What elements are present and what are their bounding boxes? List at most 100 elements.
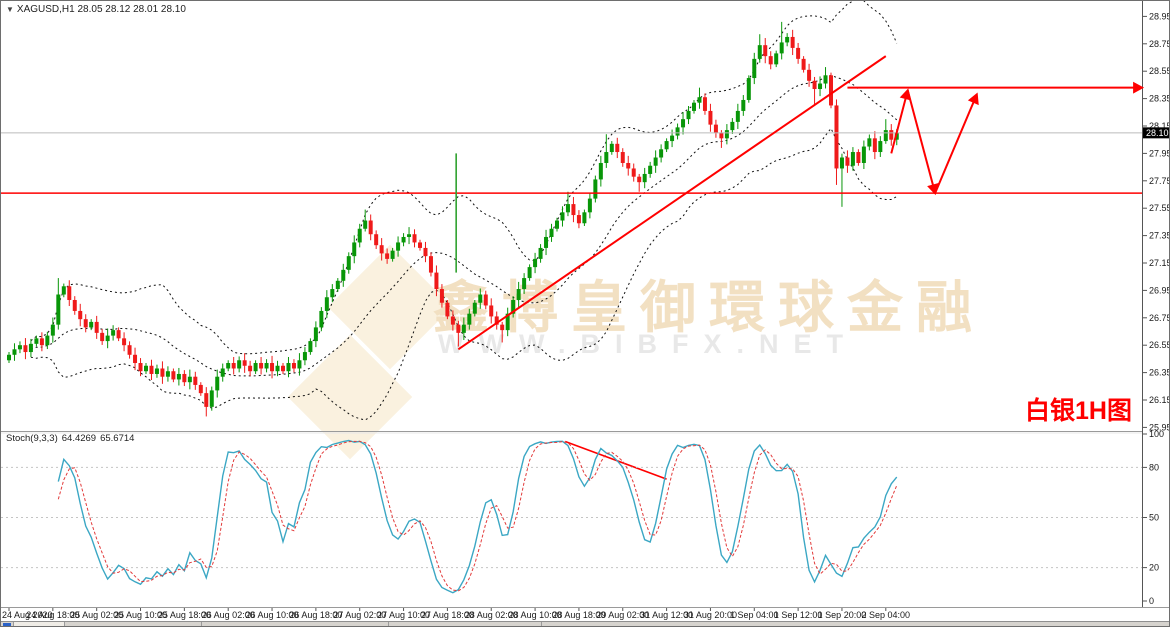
candle-body — [648, 165, 653, 174]
time-label: 2 Sep 04:00 — [862, 610, 911, 620]
candle-body — [604, 152, 609, 163]
candle-body — [576, 215, 581, 224]
time-label: 25 Aug 02:00 — [70, 610, 123, 620]
time-label: 28 Aug 18:00 — [552, 610, 605, 620]
candle-body — [133, 354, 138, 364]
candle-body — [7, 354, 11, 361]
status-tab[interactable] — [13, 622, 65, 626]
candle-body — [412, 234, 417, 243]
candle-body — [182, 373, 187, 383]
svg-text:28.10: 28.10 — [1146, 128, 1169, 138]
candle-body — [670, 135, 675, 142]
candle-body — [456, 324, 461, 333]
candle-body — [149, 365, 154, 374]
candle-body — [582, 212, 587, 224]
candle-body — [385, 253, 390, 259]
candle-body — [593, 179, 598, 199]
candle-body — [609, 143, 614, 153]
time-label: 26 Aug 10:00 — [246, 610, 299, 620]
stoch-levels — [1, 466, 1142, 569]
candle-body — [17, 345, 22, 350]
candle-body — [171, 371, 176, 380]
rising-trendline — [457, 55, 887, 351]
candle-body — [500, 324, 505, 331]
status-divider — [388, 622, 389, 626]
candle-body — [105, 335, 110, 342]
candle-body — [538, 247, 543, 259]
candle-body — [560, 212, 565, 221]
chart-title-bar: ▼ XAGUSD,H1 28.05 28.12 28.01 28.10 — [6, 4, 186, 15]
candle-body — [72, 299, 77, 311]
indicator-label: Stoch(9,3,3) — [6, 433, 58, 444]
candle-body — [39, 338, 44, 346]
candle-body — [675, 127, 680, 136]
candle-body — [494, 316, 499, 325]
candle-body — [598, 162, 603, 180]
projection-zigzag — [906, 90, 937, 194]
candle-body — [883, 130, 888, 142]
time-label: 1 Sep 12:00 — [774, 610, 823, 620]
candle-body — [555, 220, 559, 229]
candle-body — [83, 319, 88, 328]
candle-body — [856, 152, 861, 163]
candle-body — [363, 220, 368, 229]
candle-body — [785, 36, 790, 43]
time-label: 26 Aug 18:00 — [289, 610, 342, 620]
candle-body — [631, 168, 636, 177]
candle-body — [505, 313, 510, 331]
projection-zigzag — [890, 90, 909, 154]
candle-body — [664, 141, 669, 150]
candle-body — [193, 376, 198, 385]
status-divider — [201, 622, 202, 626]
bollinger-bands — [30, 1, 898, 421]
time-label: 1 Sep 20:00 — [818, 610, 867, 620]
candle-body — [401, 236, 406, 243]
candle-body — [724, 130, 729, 139]
candle-body — [757, 45, 762, 59]
candle-body — [116, 330, 121, 339]
svg-text:28.55: 28.55 — [1149, 66, 1170, 76]
candle-body — [341, 269, 346, 281]
candle-body — [346, 256, 351, 270]
time-label: 24 Aug 2020 — [2, 610, 53, 620]
symbol-title: XAGUSD,H1 — [16, 4, 75, 15]
candle-body — [653, 157, 658, 166]
candle-body — [511, 299, 516, 314]
candle-body — [445, 302, 450, 317]
candle-body — [779, 42, 784, 54]
candle-body — [302, 352, 307, 361]
candle-body — [735, 110, 740, 122]
candle-body — [516, 289, 521, 300]
candle-body — [801, 58, 806, 70]
candle-body — [259, 363, 264, 369]
candle-body — [335, 280, 340, 290]
svg-text:26.75: 26.75 — [1149, 313, 1170, 323]
svg-text:28.35: 28.35 — [1149, 94, 1170, 104]
projection-zigzag — [934, 94, 978, 194]
analyst-annotations — [1, 55, 1145, 480]
bollinger-upper — [30, 1, 898, 355]
candle-body — [297, 360, 302, 369]
time-label: 25 Aug 10:00 — [114, 610, 167, 620]
candle-body — [697, 97, 702, 103]
candle-body — [165, 371, 170, 377]
candle-body — [418, 242, 422, 248]
chart-caption-label: 白银1H图 — [1025, 397, 1132, 425]
candle-body — [138, 363, 143, 372]
status-blue-icon[interactable] — [3, 623, 11, 626]
candle-body — [231, 363, 236, 369]
svg-text:26.35: 26.35 — [1149, 368, 1170, 378]
candle-body — [176, 373, 181, 380]
indicator-main-value: 64.4269 — [61, 433, 97, 444]
candle-body — [226, 363, 231, 369]
time-label: 1 Sep 04:00 — [730, 610, 779, 620]
candle-body — [850, 152, 855, 166]
candle-body — [160, 368, 165, 377]
candle-body — [878, 141, 883, 153]
symbol-dropdown-icon[interactable]: ▼ — [6, 5, 14, 14]
candle-body — [209, 390, 214, 407]
candle-body — [324, 297, 329, 311]
candle-body — [390, 250, 395, 259]
